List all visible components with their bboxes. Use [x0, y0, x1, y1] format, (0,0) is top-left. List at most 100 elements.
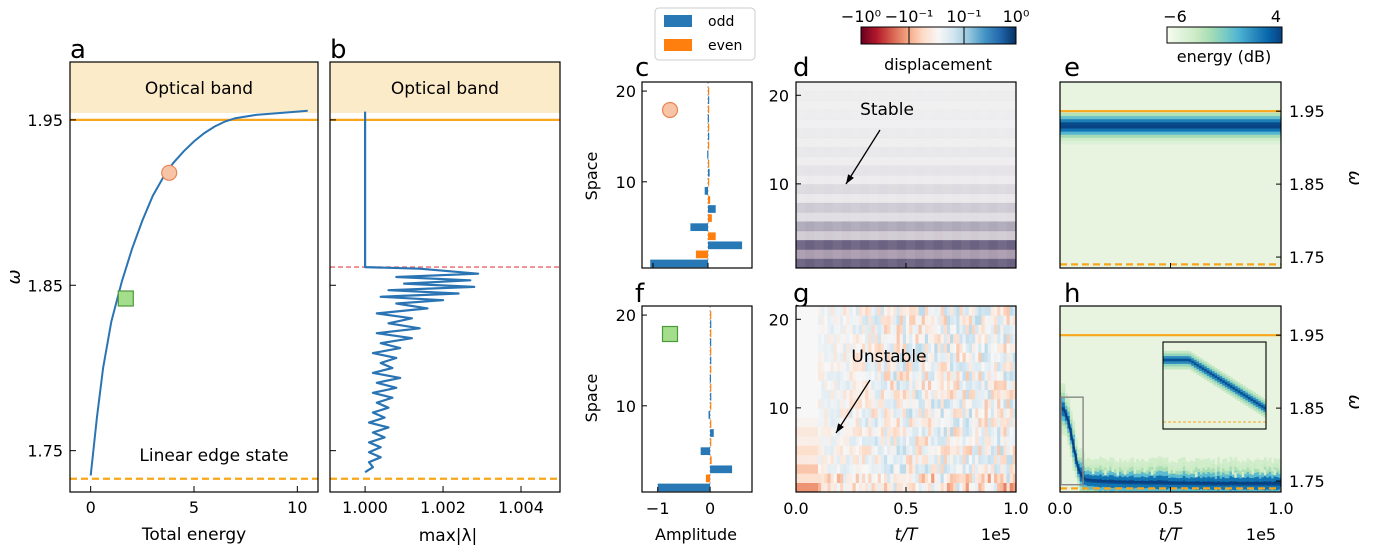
heatmap-cell: [869, 240, 879, 250]
energy-cell: [1131, 475, 1135, 480]
heatmap-cell: [821, 333, 825, 344]
heatmap-cell: [833, 436, 838, 446]
heatmap-cell: [987, 333, 992, 344]
energy-cell: [1241, 488, 1245, 492]
heatmap-cell: [1009, 473, 1014, 483]
heatmap-cell: [814, 240, 824, 250]
heatmap-cell: [950, 343, 954, 353]
heatmap-cell: [862, 417, 866, 428]
heatmap-cell: [877, 371, 882, 381]
inset-cell: [1193, 359, 1197, 363]
inset-cell: [1232, 381, 1236, 385]
inset-cell: [1211, 379, 1215, 382]
heatmap-cell: [799, 306, 803, 316]
heatmap-cell: [814, 230, 824, 241]
heatmap-cell: [846, 445, 850, 456]
heatmap-cell: [890, 399, 894, 409]
heatmap-cell: [849, 408, 853, 418]
heatmap-cell: [887, 426, 891, 437]
energy-cell: [1170, 465, 1174, 470]
energy-cell: [1175, 469, 1179, 475]
heatmap-cell: [902, 361, 907, 372]
colorbar-displacement: −10⁰ −10⁻¹ 10⁻¹ 10⁰ displacement: [841, 7, 1029, 74]
heatmap-cell: [984, 408, 989, 418]
energy-cell: [1141, 471, 1144, 477]
heatmap-cell: [890, 333, 894, 344]
heatmap-cell: [962, 454, 967, 465]
heatmap-cell: [990, 426, 995, 437]
heatmap-cell: [961, 193, 971, 204]
heatmap-cell: [984, 315, 989, 325]
heatmap-cell: [950, 445, 954, 456]
energy-cell: [1241, 476, 1245, 482]
energy-cell: [1247, 503, 1250, 508]
heatmap-cell: [849, 436, 853, 446]
heatmap-cell: [918, 371, 923, 381]
heatmap-cell: [830, 426, 835, 437]
heatmap-cell: [1012, 436, 1016, 446]
heatmap-cell: [852, 389, 857, 400]
heatmap-cell: [950, 352, 954, 363]
heatmap-cell: [846, 380, 850, 390]
energy-cell: [1072, 438, 1076, 444]
heatmap-cell: [893, 464, 897, 474]
heatmap-cell: [862, 306, 866, 316]
heatmap-cell: [890, 380, 894, 390]
heatmap-cell: [868, 464, 872, 474]
heatmap-cell: [855, 473, 860, 483]
energy-cell: [1092, 496, 1095, 501]
heatmap-cell: [931, 473, 935, 483]
heatmap-cell: [924, 352, 929, 363]
energy-cell: [1268, 471, 1272, 477]
energy-cell: [1231, 472, 1235, 478]
heatmap-cell: [896, 473, 901, 483]
energy-cell: [1145, 472, 1149, 478]
heatmap-cell: [893, 389, 897, 400]
heatmap-cell: [851, 193, 861, 204]
heatmap-cell: [887, 109, 897, 120]
heatmap-cell: [855, 454, 860, 465]
energy-cell: [1087, 489, 1090, 492]
heatmap-cell: [950, 333, 954, 344]
heatmap-cell: [802, 361, 806, 372]
x-axis-label-g: t/T: [895, 525, 919, 545]
heatmap-cell: [840, 454, 844, 465]
heatmap-cell: [902, 473, 907, 483]
heatmap-cell: [849, 389, 853, 400]
heatmap-cell: [997, 306, 1001, 316]
heatmap-cell: [852, 445, 857, 456]
heatmap-cell: [808, 482, 813, 492]
inset-cell: [1247, 399, 1251, 403]
heatmap-cell: [849, 324, 853, 335]
inset-cell: [1263, 409, 1267, 413]
inset-cell: [1229, 390, 1233, 394]
energy-cell: [1266, 488, 1270, 492]
heatmap-cell: [1012, 333, 1016, 344]
heatmap-cell: [906, 380, 910, 390]
heatmap-cell: [997, 436, 1001, 446]
energy-row: [1060, 125, 1281, 129]
energy-cell: [1202, 467, 1206, 473]
heatmap-cell: [940, 389, 945, 400]
amplitude-bar-odd: [710, 356, 712, 365]
heatmap-cell: [915, 324, 919, 335]
heatmap-cell: [1000, 315, 1004, 325]
heatmap-cell: [832, 221, 842, 232]
heatmap-cell: [1003, 333, 1007, 344]
inset-cell: [1170, 363, 1174, 367]
energy-cell: [1111, 474, 1115, 480]
energy-cell: [1084, 466, 1088, 472]
energy-cell: [1229, 505, 1232, 510]
heatmap-cell: [832, 109, 842, 120]
heatmap-cell: [962, 324, 967, 335]
heatmap-cell: [968, 436, 973, 446]
heatmap-cell: [943, 417, 948, 428]
heatmap-cell: [1009, 445, 1014, 456]
energy-cell: [1079, 457, 1083, 463]
heatmap-cell: [1006, 417, 1011, 428]
energy-cell: [1136, 476, 1139, 481]
heatmap-cell: [811, 417, 816, 428]
energy-cell: [1064, 427, 1068, 433]
heatmap-cell: [946, 333, 951, 344]
energy-cell: [1106, 471, 1110, 477]
